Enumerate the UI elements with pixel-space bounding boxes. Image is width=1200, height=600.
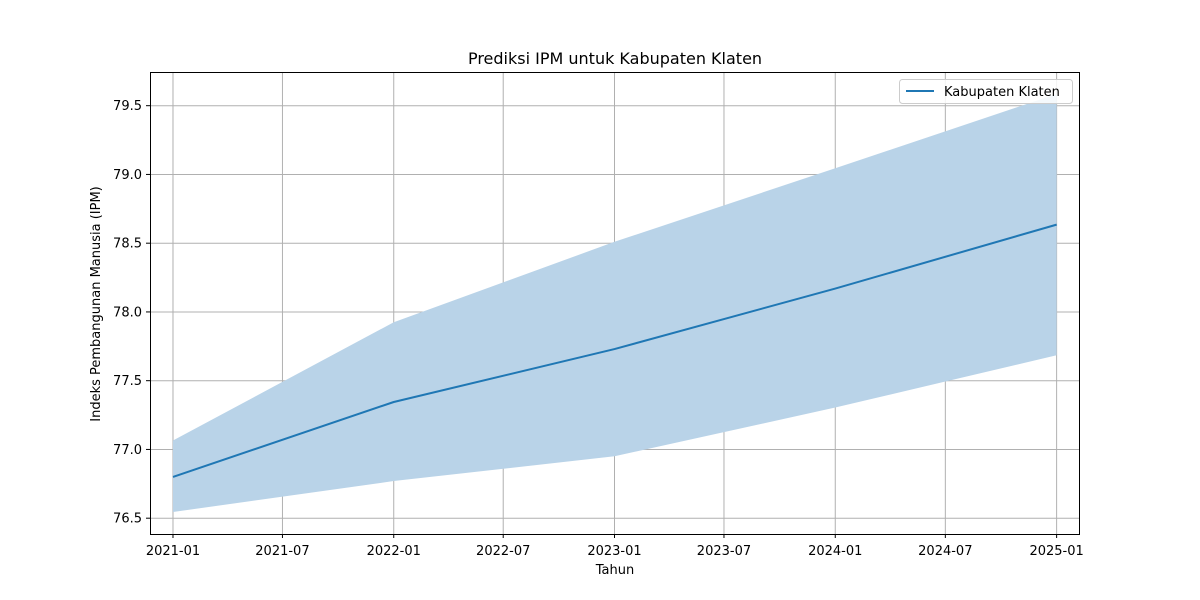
x-tick-label: 2024-07	[918, 544, 972, 559]
y-tick-label: 77.5	[113, 374, 142, 389]
confidence-band-layer	[172, 94, 1057, 512]
y-tick-label: 78.0	[113, 305, 142, 320]
x-tick-label: 2021-01	[146, 544, 200, 559]
x-tick-label: 2023-01	[587, 544, 641, 559]
y-tick-label: 79.5	[113, 99, 142, 114]
x-tick-label: 2023-07	[697, 544, 751, 559]
x-tick-label: 2022-01	[367, 544, 421, 559]
legend: Kabupaten Klaten	[899, 79, 1073, 104]
chart-title: Prediksi IPM untuk Kabupaten Klaten	[468, 49, 762, 68]
y-tick-label: 78.5	[113, 237, 142, 252]
x-tick-label: 2022-07	[476, 544, 530, 559]
y-axis-ticks: 76.5 77.0 77.5 78.0 78.5 79.0 79.5	[113, 99, 150, 527]
y-tick-label: 79.0	[113, 168, 142, 183]
legend-label: Kabupaten Klaten	[944, 85, 1060, 100]
y-tick-label: 76.5	[113, 512, 142, 527]
y-tick-label: 77.0	[113, 443, 142, 458]
series-line-layer	[172, 223, 1057, 478]
x-tick-label: 2024-01	[808, 544, 862, 559]
legend-box	[899, 79, 1073, 104]
x-axis-label: Tahun	[595, 563, 634, 578]
x-tick-label: 2021-07	[255, 544, 309, 559]
y-axis-label: Indeks Pembangunan Manusia (IPM)	[89, 186, 104, 422]
series-line	[172, 223, 1057, 478]
x-tick-label: 2025-01	[1029, 544, 1083, 559]
x-axis-ticks: 2021-01 2021-07 2022-01 2022-07 2023-01 2023-…	[146, 534, 1084, 559]
confidence-band	[172, 94, 1057, 512]
